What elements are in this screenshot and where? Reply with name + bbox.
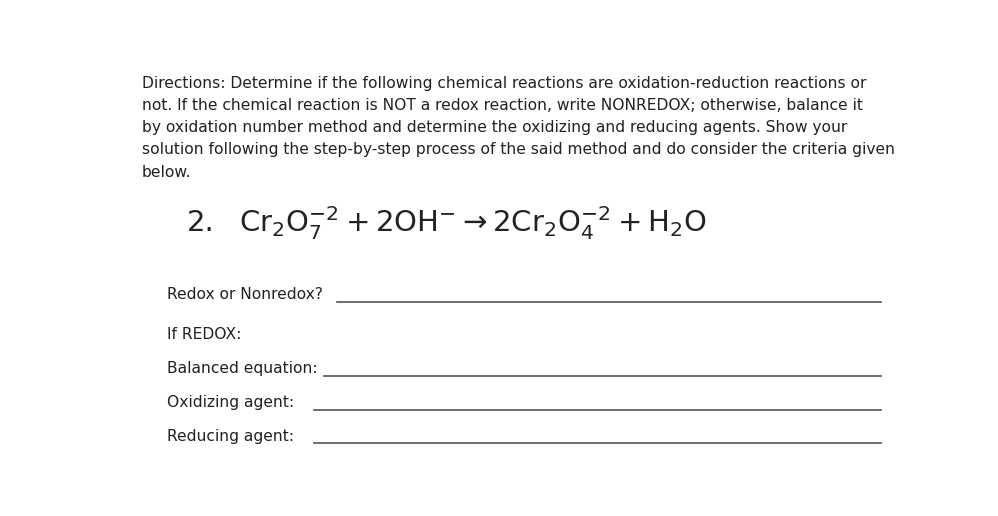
Text: $\mathrm{Cr_2O_7^{-2} + 2OH^{-} \rightarrow 2Cr_2O_4^{-2} + H_2O}$: $\mathrm{Cr_2O_7^{-2} + 2OH^{-} \rightar… <box>240 204 707 242</box>
Text: 2.: 2. <box>187 209 215 237</box>
Text: Oxidizing agent:: Oxidizing agent: <box>168 395 294 410</box>
Text: Directions: Determine if the following chemical reactions are oxidation-reductio: Directions: Determine if the following c… <box>142 76 895 180</box>
Text: Redox or Nonredox?: Redox or Nonredox? <box>168 287 323 302</box>
Text: Balanced equation:: Balanced equation: <box>168 361 318 376</box>
Text: If REDOX:: If REDOX: <box>168 327 242 342</box>
Text: Reducing agent:: Reducing agent: <box>168 429 294 444</box>
